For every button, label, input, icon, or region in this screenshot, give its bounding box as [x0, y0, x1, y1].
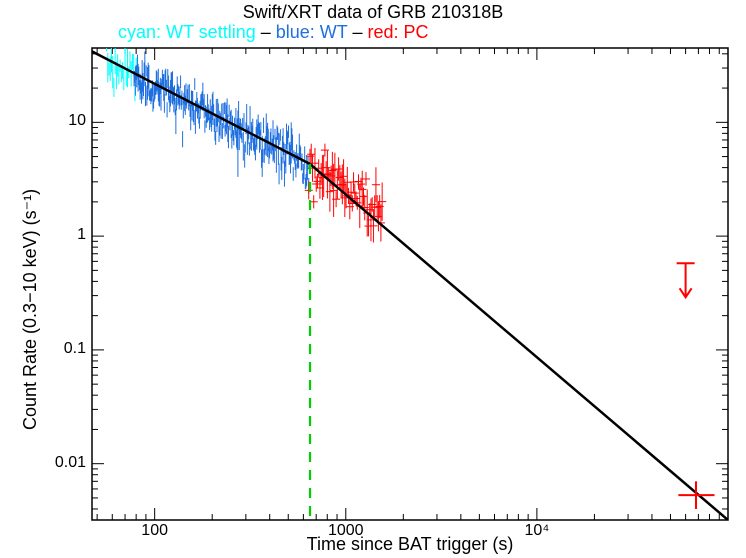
y-tick-label: 1: [77, 226, 86, 244]
y-tick-label: 0.01: [55, 454, 86, 472]
x-tick-label: 1000: [321, 522, 371, 540]
plot-canvas: [0, 0, 746, 558]
model-line: [92, 51, 310, 164]
x-axis-label: Time since BAT trigger (s): [92, 534, 728, 555]
plot-frame: [92, 48, 728, 520]
x-tick-label: 100: [130, 522, 180, 540]
y-tick-label: 0.1: [64, 340, 86, 358]
chart-subtitle: cyan: WT settling – blue: WT – red: PC: [118, 22, 428, 43]
chart-title: Swift/XRT data of GRB 210318B: [0, 2, 746, 23]
y-tick-label: 10: [68, 112, 86, 130]
model-line: [310, 164, 728, 520]
xrt-lightcurve-chart: Swift/XRT data of GRB 210318B cyan: WT s…: [0, 0, 746, 558]
y-axis-label: Count Rate (0.3−10 keV) (s⁻¹): [20, 189, 41, 430]
x-tick-label: 10⁴: [512, 522, 562, 540]
